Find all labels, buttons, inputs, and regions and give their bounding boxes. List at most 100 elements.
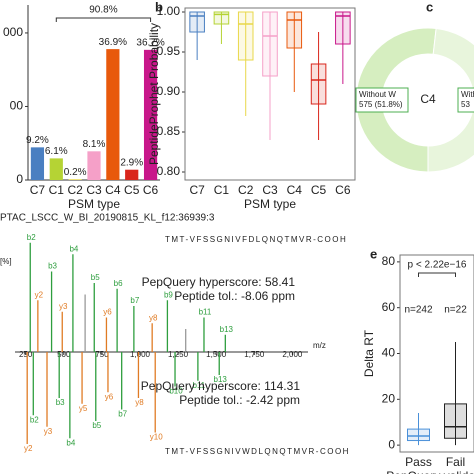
- peak-label: y3: [59, 302, 68, 311]
- x-tick-label: Fail: [446, 455, 465, 469]
- peak-label: b11: [199, 308, 212, 317]
- peak-label: b4: [66, 438, 75, 447]
- peak-label: y6: [103, 308, 112, 317]
- peak-label: b11: [193, 381, 206, 390]
- x-tick-label: 500: [57, 350, 71, 359]
- slice-label: With: [461, 90, 474, 99]
- slice-label: Without W: [359, 90, 396, 99]
- x-tick-label: C4: [287, 183, 303, 197]
- peak-label: b3: [48, 262, 57, 271]
- x-tick-label: 1,500: [206, 350, 227, 359]
- box: [237, 11, 254, 61]
- annotation: n=242: [404, 305, 433, 316]
- y-tick-label: 80: [382, 254, 396, 268]
- x-tick-label: C3: [262, 183, 278, 197]
- x-tick-label: C6: [335, 183, 351, 197]
- x-tick-label: 2,000: [282, 350, 303, 359]
- peak-label: b6: [114, 279, 123, 288]
- value-label: 36.7%: [136, 37, 164, 48]
- annotation: 90.8%: [89, 5, 117, 16]
- x-tick-label: C4: [105, 183, 121, 197]
- peak-label: y8: [135, 398, 144, 407]
- peak-label: b4: [69, 244, 78, 253]
- peak-label: b3: [56, 398, 65, 407]
- y-tick-label: 0.95: [157, 44, 181, 58]
- annotation: Peptide tol.: -2.42 ppm: [179, 393, 300, 407]
- peak-label: b13: [220, 325, 234, 334]
- x-axis-label: PSM type: [68, 197, 120, 211]
- bar: [30, 147, 45, 180]
- spectrum-title: PTAC_LSCC_W_BI_20190815_KL_f12:36939:3: [0, 213, 215, 224]
- peak-label: b7: [118, 410, 127, 419]
- value-label: 36.9%: [99, 37, 127, 48]
- peak-label: y2: [24, 444, 33, 453]
- label-box: [355, 87, 409, 113]
- plot-frame: [399, 254, 474, 453]
- annotation: p < 2.22e−16: [408, 260, 467, 271]
- y-tick-label: 40: [382, 346, 396, 360]
- bar: [68, 179, 82, 180]
- x-axis-label: PSM type: [244, 197, 296, 211]
- x-tick-label: C6: [143, 183, 159, 197]
- peak-label: b9: [164, 290, 173, 299]
- x-tick-label: C1: [49, 183, 65, 197]
- y-axis-label: Delta RT: [362, 329, 376, 377]
- plot-frame: [184, 7, 356, 181]
- x-axis-label: m/z: [313, 341, 326, 350]
- bar: [87, 151, 101, 180]
- slice-value-label: 53: [461, 100, 470, 109]
- bracket: [55, 17, 152, 22]
- x-tick-label: C7: [30, 183, 46, 197]
- bar: [125, 169, 139, 180]
- y-axis-label: [%]: [0, 257, 12, 266]
- value-label: 8.1%: [83, 139, 106, 150]
- annotation: PepQuery hyperscore: 114.31: [141, 379, 301, 393]
- annotation: PepQuery hyperscore: 58.41: [142, 275, 296, 289]
- panel-letter: e: [370, 246, 377, 261]
- y-tick-label: 0.85: [157, 124, 181, 138]
- panel-letter: c: [426, 0, 433, 14]
- x-tick-label: 250: [19, 350, 33, 359]
- x-tick-label: 1,000: [130, 350, 151, 359]
- box: [310, 63, 327, 105]
- y-tick-label: 0.90: [157, 84, 181, 98]
- y-tick-label: 000: [3, 25, 23, 39]
- peak-label: y5: [79, 404, 88, 413]
- peak-label: b5: [92, 421, 101, 430]
- box: [189, 11, 205, 33]
- x-tick-label: C3: [86, 183, 102, 197]
- annotation: n=22: [444, 305, 467, 316]
- y-tick-label: 20: [382, 391, 396, 405]
- slice: [355, 27, 437, 173]
- box: [444, 403, 467, 439]
- x-tick-label: C5: [311, 183, 327, 197]
- x-tick-label: C5: [124, 183, 140, 197]
- y-tick-label: 60: [382, 300, 396, 314]
- peak-label: b13: [214, 375, 228, 384]
- sequence: TMT-VFSSGNIVFDLQNQTMVR-COOH: [165, 235, 347, 244]
- panel-letter: b: [155, 0, 163, 14]
- y-axis-label: PeptideProphet Probability: [147, 23, 161, 165]
- peak-label: y6: [105, 392, 114, 401]
- y-tick-label: 0.80: [157, 164, 181, 178]
- peak-label: y10: [150, 433, 163, 442]
- label-box: [457, 87, 474, 113]
- bar: [143, 49, 158, 181]
- x-axis-label: PepQuery validatio: [386, 469, 474, 474]
- bar: [106, 49, 120, 180]
- peak-label: b2: [30, 415, 39, 424]
- value-label: 0.2%: [64, 167, 87, 178]
- y-tick-label: 00: [10, 99, 24, 113]
- x-tick-label: C2: [238, 183, 254, 197]
- peak-label: b2: [27, 233, 36, 242]
- peak-label: y8: [149, 313, 158, 322]
- peak-label: y3: [44, 427, 53, 436]
- x-tick-label: 1,250: [168, 350, 189, 359]
- value-label: 6.1%: [45, 146, 68, 157]
- bracket: [418, 272, 456, 277]
- annotation: Peptide tol.: -8.06 ppm: [174, 289, 295, 303]
- sequence: TMT-VFSSGNIVWDLQNQTMVR-COOH: [165, 447, 350, 456]
- center-label: C4: [420, 92, 436, 106]
- box: [335, 11, 351, 45]
- peak-label: y2: [35, 290, 44, 299]
